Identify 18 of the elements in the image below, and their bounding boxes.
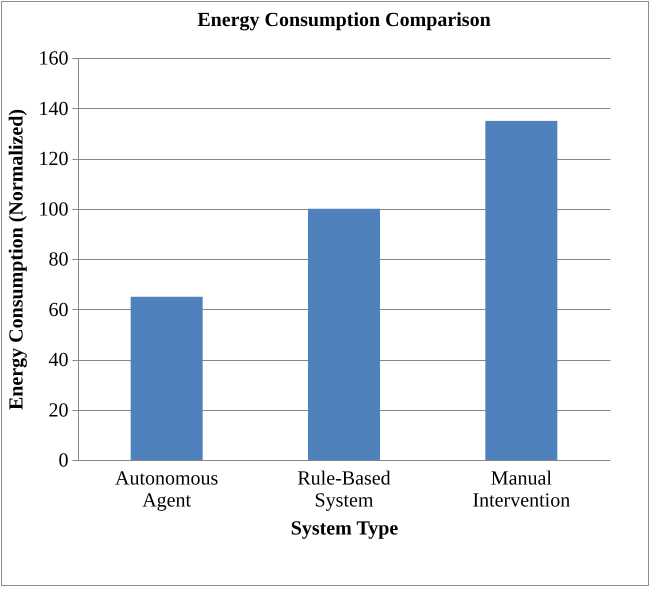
x-tick-label: Manual Intervention: [472, 468, 570, 512]
x-tick-label: Rule-Based System: [297, 468, 391, 512]
y-tick-label: 120: [38, 148, 68, 170]
y-tick-label: 20: [48, 399, 68, 422]
y-tick-label: 80: [48, 248, 68, 270]
y-tick-label: 100: [38, 198, 68, 220]
y-tick-label: 0: [58, 450, 68, 472]
y-tick-label: 60: [48, 298, 68, 321]
y-tick-label: 160: [38, 48, 68, 70]
bar: [130, 296, 203, 460]
x-axis-title: System Type: [290, 518, 398, 540]
chart-title: Energy Consumption Comparison: [197, 9, 491, 31]
bar: [308, 208, 380, 460]
y-tick-label: 140: [38, 98, 68, 120]
x-tick-label: Autonomous Agent: [114, 468, 219, 512]
y-axis-title: Energy Consumption (Normalized): [6, 108, 28, 410]
bar: [485, 120, 558, 460]
y-tick-label: 40: [48, 349, 68, 371]
